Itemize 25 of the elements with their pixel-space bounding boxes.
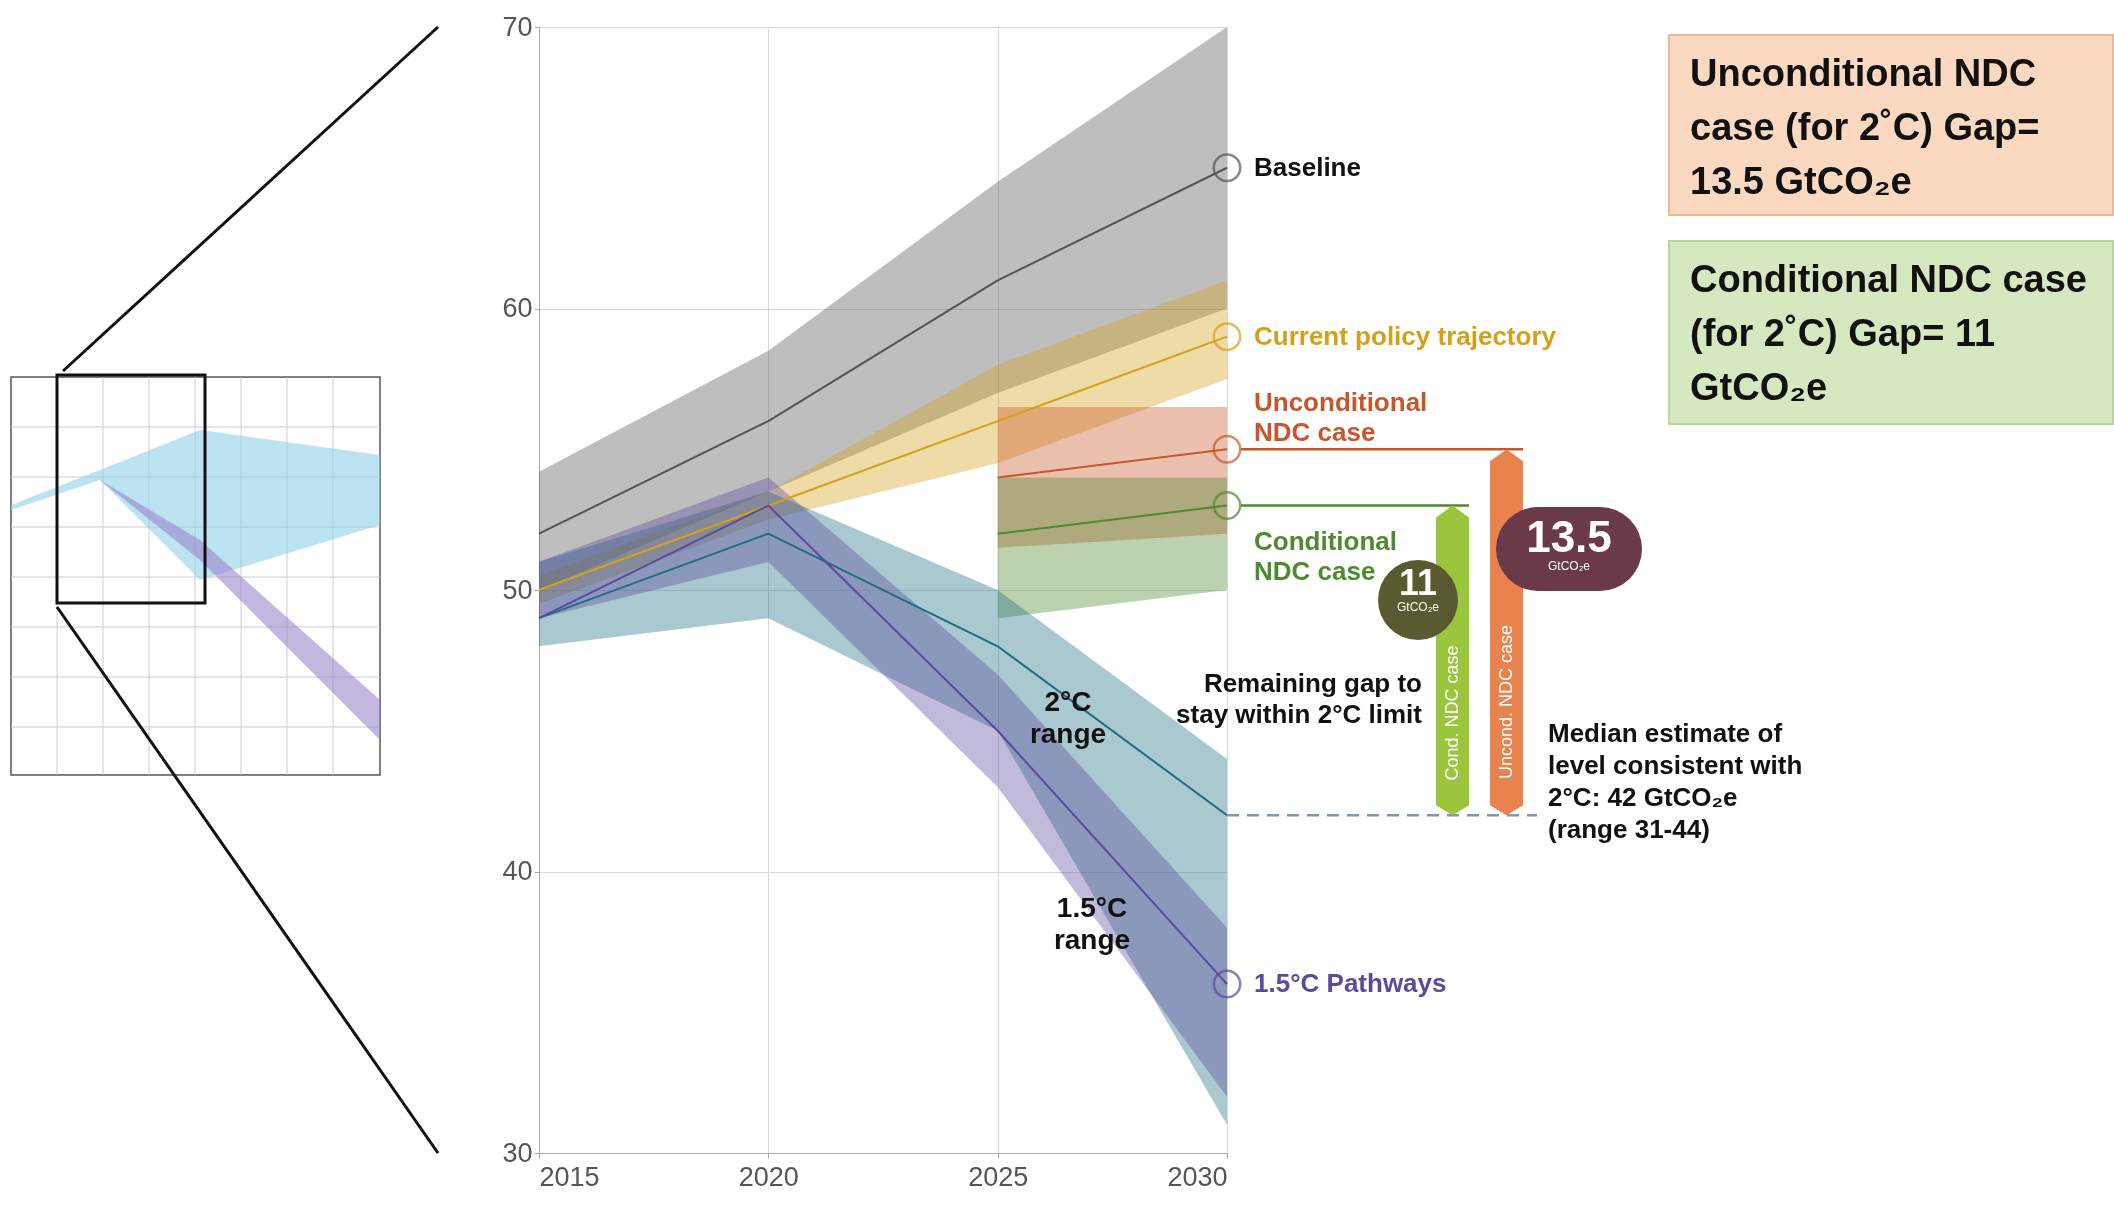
point <box>1212 969 1242 999</box>
series-label: Current policy trajectory <box>1254 320 1557 351</box>
text: Unconditional NDC case (for 2˚C) Gap= 13.5 GtCO₂e <box>1668 34 2114 216</box>
text: Conditional NDC case (for 2˚C) Gap= 11 GtCO₂e <box>1668 240 2114 425</box>
y-tick-label: 60 <box>502 293 533 323</box>
y-tick-label: 40 <box>502 856 533 886</box>
text: Uncond. NDC case <box>1495 623 1517 782</box>
ref-line-label: Median estimate of level consistent with 2°C: 42 GtCO₂e (range 31-44) <box>1548 717 1804 845</box>
y-tick-label: 30 <box>502 1137 533 1168</box>
y-tick-label: 50 <box>502 574 533 605</box>
point <box>1212 153 1242 183</box>
x-tick-label: 2030 <box>1167 1161 1228 1192</box>
x-tick-label: 2020 <box>738 1161 799 1192</box>
annotation: Remaining gap to stay within 2°C limit <box>1175 668 1422 730</box>
y-tick-label: 70 <box>502 11 533 42</box>
x-tick-label: 2025 <box>968 1161 1029 1192</box>
series-label: Baseline <box>1254 151 1361 182</box>
text: 11 GtCO₂e <box>1378 560 1458 640</box>
annotation: 1.5°C range <box>1052 892 1132 956</box>
text: Cond. NDC case <box>1441 644 1463 783</box>
series-label: 1.5°C Pathways <box>1254 968 1447 999</box>
x-tick-label: 2015 <box>539 1161 600 1192</box>
text: 13.5 GtCO₂e <box>1496 507 1642 591</box>
point <box>1212 322 1242 352</box>
series-label: Unconditional NDC case <box>1254 387 1428 448</box>
